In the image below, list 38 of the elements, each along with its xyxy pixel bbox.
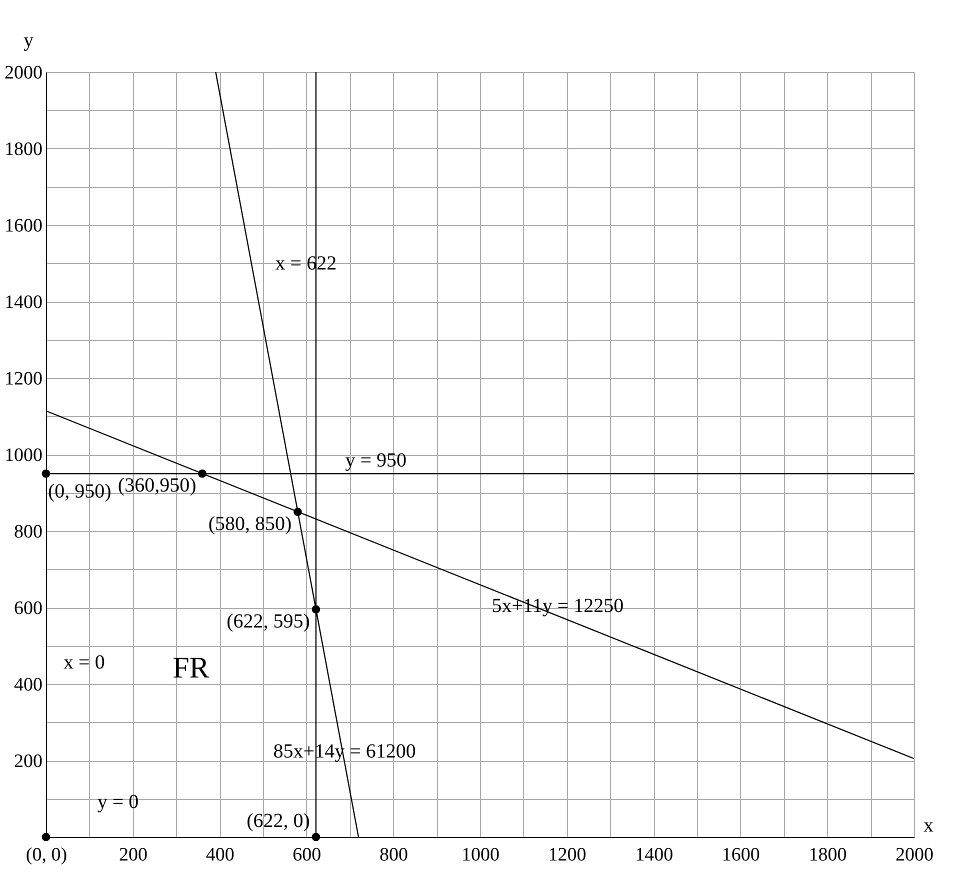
y-tick-label: 600: [14, 598, 42, 619]
annotation: (622, 595): [226, 610, 310, 632]
y-tick-label: 800: [14, 522, 42, 542]
point: [312, 605, 320, 614]
x-tick-label: 1800: [808, 844, 847, 866]
y-tick-label: 1600: [4, 216, 42, 236]
x-tick-label: 200: [119, 844, 148, 866]
annotation: x = 0: [64, 652, 105, 674]
x-tick-label: (0, 0): [26, 844, 68, 866]
annotation: (622, 0): [246, 810, 310, 832]
annotation: (360,950): [118, 474, 196, 497]
point: [294, 508, 302, 516]
y-axis-title: y: [24, 30, 34, 52]
x-tick-label: 600: [292, 844, 322, 866]
x-axis-title: x: [924, 814, 934, 836]
y-tick-label: 1800: [4, 139, 42, 160]
x-tick-label: 2000: [896, 844, 934, 866]
point: [42, 832, 50, 842]
x-tick-label: 1400: [635, 844, 674, 866]
point: [42, 469, 50, 478]
annotation: FR: [172, 652, 210, 685]
point: [312, 832, 320, 842]
y-tick-label: 1200: [4, 368, 42, 390]
y-tick-label: 1400: [4, 292, 42, 313]
x-tick-label: 400: [206, 844, 234, 866]
ref-line-label: y = 950: [345, 450, 406, 472]
y-tick-label: 1000: [4, 445, 42, 466]
y-tick-label: 400: [14, 674, 42, 696]
y-tick-label: 2000: [4, 62, 42, 84]
y-tick-label: 200: [14, 751, 42, 772]
annotation: y = 0: [97, 790, 139, 813]
x-tick-label: 1000: [462, 844, 500, 866]
x-tick-label: 800: [379, 844, 408, 866]
x-tick-label: 1200: [548, 844, 586, 866]
x-tick-label: 1600: [722, 844, 760, 866]
annotation: (0, 950): [48, 480, 112, 503]
annotation: (580, 850): [208, 512, 292, 535]
point: [198, 469, 206, 478]
